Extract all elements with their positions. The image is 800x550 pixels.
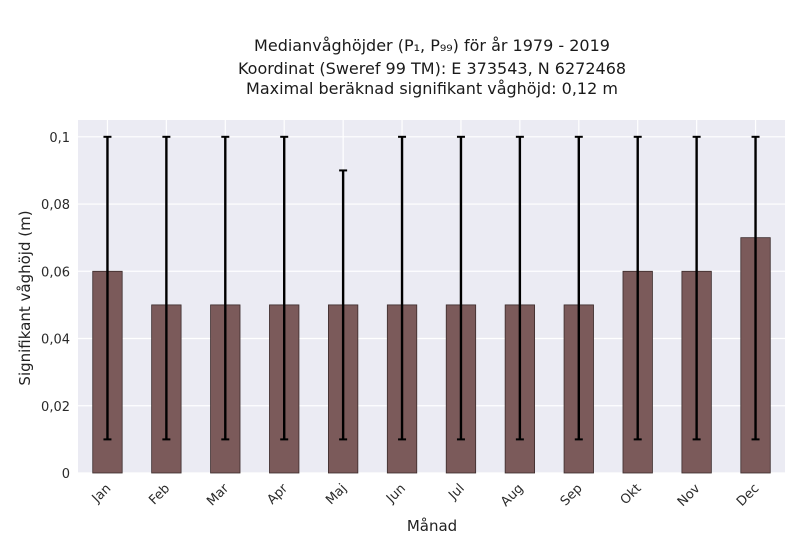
x-tick-label: Nov	[675, 481, 704, 510]
error-bar-jan	[103, 135, 112, 441]
x-tick-label: Jul	[445, 481, 467, 503]
error-bar-dec	[751, 135, 760, 441]
x-tick-label: Maj	[323, 481, 350, 508]
x-tick-label: Apr	[265, 481, 292, 508]
error-bar-okt	[633, 135, 642, 441]
title-line-2: Koordinat (Sweref 99 TM): E 373543, N 62…	[238, 59, 626, 78]
error-bar-apr	[280, 135, 289, 441]
y-tick-label: 0,08	[41, 198, 70, 213]
x-tick-label: Mar	[204, 481, 232, 509]
plot-area	[78, 120, 785, 473]
y-tick-label: 0	[62, 467, 70, 482]
x-tick-label: Feb	[146, 481, 173, 508]
error-bar-feb	[162, 135, 171, 441]
x-axis-label: Månad	[407, 517, 457, 535]
error-bars	[103, 135, 760, 441]
error-bar-nov	[692, 135, 701, 441]
y-axis-label: Signifikant våghöjd (m)	[16, 210, 34, 385]
error-bar-aug	[515, 135, 524, 441]
x-tick-label: Aug	[498, 481, 527, 510]
error-bar-jul	[456, 135, 465, 441]
error-bar-mar	[221, 135, 230, 441]
y-tick-label: 0,04	[41, 333, 70, 348]
chart-title: Medianvåghöjder (P₁, P₉₉) för år 1979 - …	[238, 36, 626, 98]
error-bar-maj	[339, 169, 348, 441]
y-tick-label: 0,1	[49, 131, 70, 146]
x-tick-label: Dec	[734, 481, 762, 509]
y-tick-label: 0,02	[41, 400, 70, 415]
x-tick-label: Sep	[558, 481, 586, 509]
y-tick-labels: 0 0,02 0,04 0,06 0,08 0,1	[41, 131, 70, 482]
error-bar-jun	[398, 135, 407, 441]
title-line-3: Maximal beräknad signifikant våghöjd: 0,…	[246, 79, 618, 98]
error-bar-sep	[574, 135, 583, 441]
x-tick-label: Jan	[89, 481, 114, 506]
x-tick-label: Jun	[383, 481, 409, 507]
title-line-1: Medianvåghöjder (P₁, P₉₉) för år 1979 - …	[254, 36, 610, 55]
x-tick-label: Okt	[618, 481, 645, 508]
x-tick-labels: Jan Feb Mar Apr Maj Jun Jul Aug Sep Okt Nov Dec	[89, 481, 763, 510]
y-tick-label: 0,06	[41, 265, 70, 280]
